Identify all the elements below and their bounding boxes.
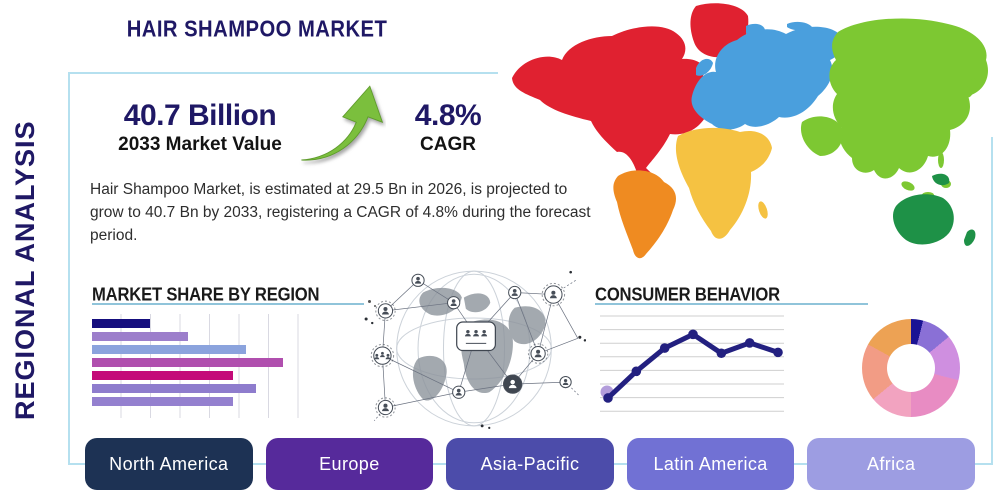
market-share-bar <box>92 397 234 406</box>
card-border-top <box>68 72 498 74</box>
market-value: 40.7 Billion <box>123 99 277 132</box>
market-share-underline <box>92 303 364 305</box>
region-button-latin-america[interactable]: Latin America <box>626 438 795 490</box>
map-asia <box>829 18 988 179</box>
consumer-behavior-title: CONSUMER BEHAVIOR <box>595 283 780 305</box>
market-value-caption: 2033 Market Value <box>118 134 282 155</box>
consumer-behavior-underline <box>595 303 868 305</box>
decorative-dot <box>368 300 371 303</box>
cagr-stat: 4.8% CAGR <box>398 99 498 156</box>
region-button-north-america[interactable]: North America <box>85 438 253 490</box>
map-south-america <box>613 170 676 259</box>
decorative-dot <box>374 305 376 307</box>
map-new-guinea <box>932 173 950 186</box>
market-share-bar <box>92 358 284 367</box>
data-point <box>631 366 642 377</box>
market-share-bar <box>92 384 257 393</box>
consumer-behavior-line-chart <box>600 315 784 412</box>
data-point <box>773 347 783 358</box>
scatter-dots <box>364 270 586 429</box>
map-iceland <box>746 23 765 37</box>
market-share-bar <box>92 345 246 354</box>
page-title: HAIR SHAMPOO MARKET <box>126 15 388 42</box>
card-border-right <box>991 137 993 465</box>
map-japan <box>965 78 977 98</box>
map-svalbard <box>787 21 812 31</box>
market-summary-text: Hair Shampoo Market, is estimated at 29.… <box>90 181 591 244</box>
cagr-value: 4.8% <box>414 99 482 132</box>
market-share-bar <box>92 371 234 380</box>
side-label-regional-analysis: REGIONAL ANALYSIS <box>10 120 40 420</box>
map-middle-east <box>800 116 843 156</box>
map-philippines <box>938 152 944 168</box>
map-north-america <box>512 26 714 189</box>
market-share-bar <box>92 319 151 328</box>
map-australia <box>892 194 954 245</box>
region-buttons: North America Europe Asia-Pacific Latin Ame… <box>85 438 975 490</box>
world-map <box>512 3 988 259</box>
data-point <box>716 348 727 359</box>
network-nodes <box>370 273 572 418</box>
data-point <box>659 343 670 353</box>
donut-hole <box>887 344 935 392</box>
growth-arrow-icon <box>301 85 384 161</box>
data-point <box>744 338 755 348</box>
data-point <box>688 329 698 340</box>
map-europe <box>691 26 843 130</box>
map-new-zealand <box>964 229 976 246</box>
market-share-donut-chart <box>862 319 960 417</box>
region-button-africa[interactable]: Africa <box>807 438 975 490</box>
card-border-left <box>68 72 70 465</box>
map-africa <box>675 127 772 239</box>
map-madagascar <box>758 201 768 219</box>
data-point <box>603 393 613 403</box>
market-share-bar <box>92 332 188 341</box>
market-share-title: MARKET SHARE BY REGION <box>92 283 320 305</box>
map-uk <box>696 58 713 76</box>
map-sumatra <box>901 181 915 191</box>
market-share-bar-chart <box>92 314 300 418</box>
market-value-stat: 40.7 Billion 2033 Market Value <box>96 99 304 156</box>
central-people-badge <box>456 321 496 352</box>
cagr-caption: CAGR <box>420 134 476 155</box>
region-button-europe[interactable]: Europe <box>265 438 434 490</box>
globe-network-graphic <box>364 270 586 429</box>
region-button-asia-pacific[interactable]: Asia-Pacific <box>446 438 614 490</box>
